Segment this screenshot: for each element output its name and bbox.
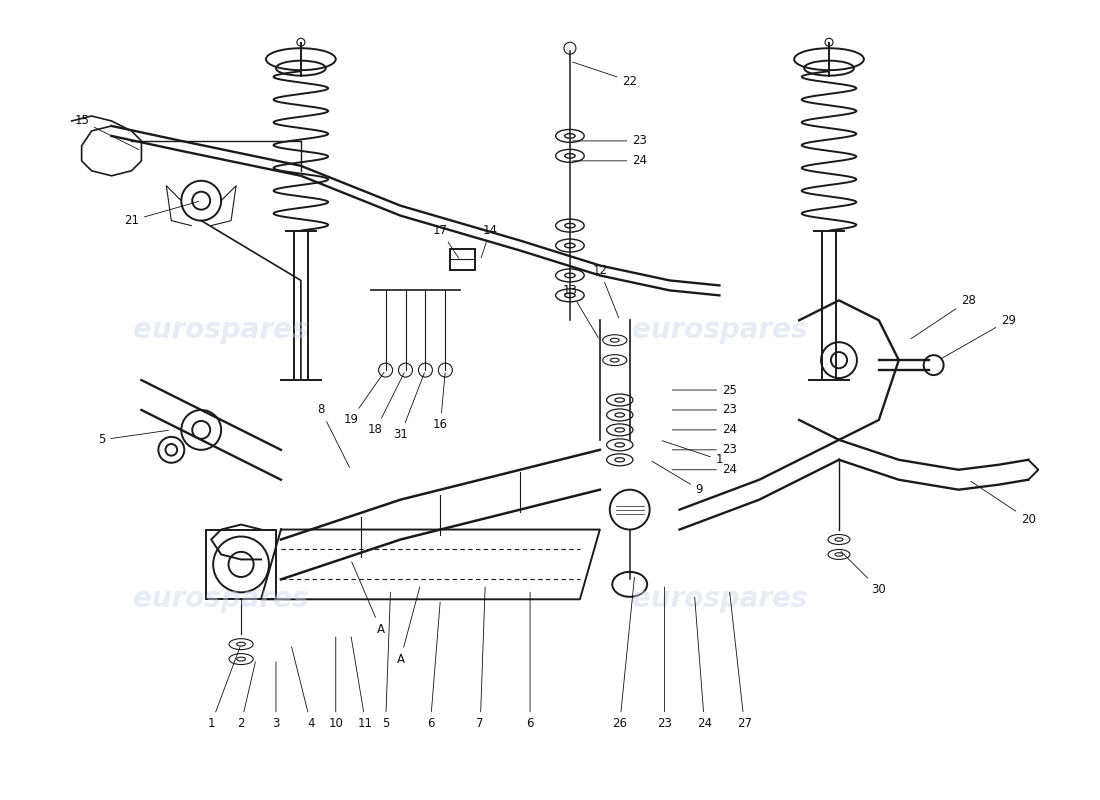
Text: 24: 24: [672, 463, 737, 476]
Text: 18: 18: [368, 373, 405, 436]
Text: 12: 12: [592, 264, 618, 318]
Text: 5: 5: [382, 592, 390, 730]
Text: 29: 29: [942, 314, 1016, 358]
Text: 13: 13: [562, 284, 598, 338]
Text: 24: 24: [573, 154, 647, 167]
Text: 2: 2: [238, 662, 255, 730]
Text: 25: 25: [672, 383, 737, 397]
Text: 31: 31: [393, 373, 425, 442]
Text: eurospares: eurospares: [133, 586, 309, 614]
Text: 1: 1: [662, 441, 723, 466]
Bar: [450, 249, 475, 270]
Text: 20: 20: [971, 482, 1036, 526]
Text: 14: 14: [481, 224, 497, 258]
Text: 23: 23: [672, 443, 737, 456]
Text: 28: 28: [911, 294, 976, 338]
Text: 7: 7: [476, 587, 485, 730]
Text: eurospares: eurospares: [133, 316, 309, 344]
Text: 6: 6: [427, 602, 440, 730]
Text: 30: 30: [842, 551, 887, 596]
Text: 9: 9: [652, 462, 703, 496]
Text: 22: 22: [573, 62, 637, 88]
Text: 3: 3: [273, 662, 279, 730]
Text: 17: 17: [433, 224, 459, 258]
Bar: [206, 530, 276, 599]
Text: 21: 21: [124, 202, 198, 227]
Text: 15: 15: [74, 114, 139, 150]
Text: 23: 23: [657, 587, 672, 730]
Text: 11: 11: [351, 637, 373, 730]
Text: A: A: [352, 562, 385, 636]
Text: 16: 16: [433, 373, 448, 431]
Text: 23: 23: [672, 403, 737, 417]
Text: 19: 19: [343, 372, 384, 426]
Text: 1: 1: [208, 646, 240, 730]
Text: 6: 6: [526, 592, 534, 730]
Text: A: A: [396, 587, 420, 666]
Text: 23: 23: [573, 134, 647, 147]
Text: 5: 5: [98, 430, 168, 446]
Text: eurospares: eurospares: [631, 316, 807, 344]
Text: 24: 24: [695, 597, 712, 730]
Text: 26: 26: [613, 577, 635, 730]
Text: 8: 8: [317, 403, 350, 467]
Text: 27: 27: [729, 592, 751, 730]
Text: eurospares: eurospares: [631, 586, 807, 614]
Text: 4: 4: [292, 647, 315, 730]
Text: 24: 24: [672, 423, 737, 436]
Text: 10: 10: [328, 637, 343, 730]
